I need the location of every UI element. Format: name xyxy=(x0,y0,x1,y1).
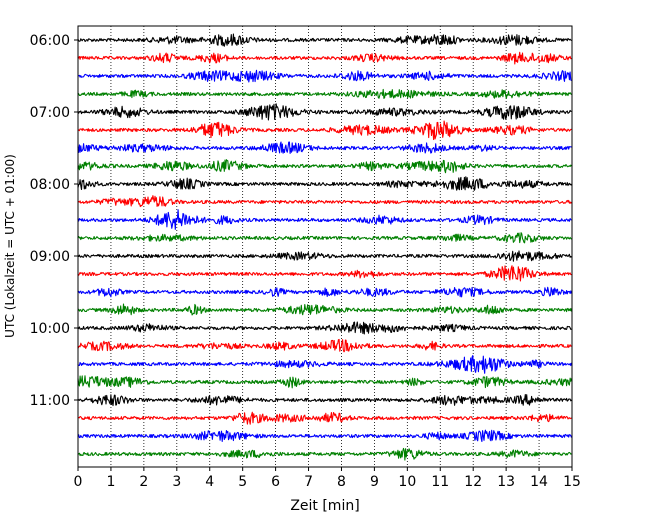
x-tick-label: 3 xyxy=(172,474,181,490)
trace-line xyxy=(77,394,572,407)
x-tick-label: 5 xyxy=(238,474,247,490)
trace-line xyxy=(77,429,573,443)
y-tick-label: 06:00 xyxy=(30,33,70,49)
trace-line xyxy=(77,447,572,461)
trace-line xyxy=(77,195,572,208)
x-tick-label: 1 xyxy=(106,474,115,490)
trace-line xyxy=(77,338,572,353)
y-tick-label: 11:00 xyxy=(30,393,70,409)
x-tick-label: 11 xyxy=(431,474,449,490)
y-tick-label: 08:00 xyxy=(30,177,70,193)
y-tick-label: 07:00 xyxy=(30,105,70,121)
trace-line xyxy=(77,209,572,230)
x-tick-label: 9 xyxy=(370,474,379,490)
y-tick-label: 09:00 xyxy=(30,249,70,265)
trace-line xyxy=(77,103,572,121)
trace-line xyxy=(77,250,572,262)
trace-line xyxy=(77,51,572,65)
seismic-traces xyxy=(77,33,573,461)
trace-line xyxy=(77,286,573,298)
y-axis-ticks: 06:00 07:00 08:00 09:00 10:00 11:00 xyxy=(30,33,78,409)
trace-line xyxy=(77,411,572,425)
x-axis-label: Zeit [min] xyxy=(290,498,359,514)
x-tick-label: 12 xyxy=(464,474,482,490)
trace-line xyxy=(77,232,572,244)
y-tick-label: 10:00 xyxy=(30,321,70,337)
x-tick-label: 6 xyxy=(271,474,280,490)
x-tick-label: 15 xyxy=(563,474,581,490)
trace-line xyxy=(77,176,572,191)
trace-line xyxy=(77,120,572,141)
trace-line xyxy=(77,141,572,154)
x-axis-ticks: 0 1 2 3 4 5 6 7 8 9 10 11 12 13 14 15 xyxy=(74,467,581,490)
trace-line xyxy=(77,321,572,335)
x-tick-label: 13 xyxy=(497,474,515,490)
y-axis-label: UTC (Lokalzeit = UTC + 01:00) xyxy=(3,154,17,338)
x-tick-label: 10 xyxy=(398,474,416,490)
plot-background xyxy=(78,26,572,467)
trace-line xyxy=(77,355,573,374)
trace-line xyxy=(77,88,572,99)
x-tick-label: 4 xyxy=(205,474,214,490)
trace-line xyxy=(77,375,573,389)
x-tick-label: 2 xyxy=(139,474,148,490)
x-tick-label: 14 xyxy=(530,474,548,490)
trace-line xyxy=(77,303,573,316)
trace-line xyxy=(77,159,572,174)
trace-line xyxy=(77,69,572,83)
x-tick-label: 0 xyxy=(74,474,83,490)
x-tick-label: 8 xyxy=(337,474,346,490)
trace-line xyxy=(77,33,572,47)
plot-frame xyxy=(77,25,573,468)
trace-line xyxy=(77,265,572,282)
x-tick-label: 7 xyxy=(304,474,313,490)
